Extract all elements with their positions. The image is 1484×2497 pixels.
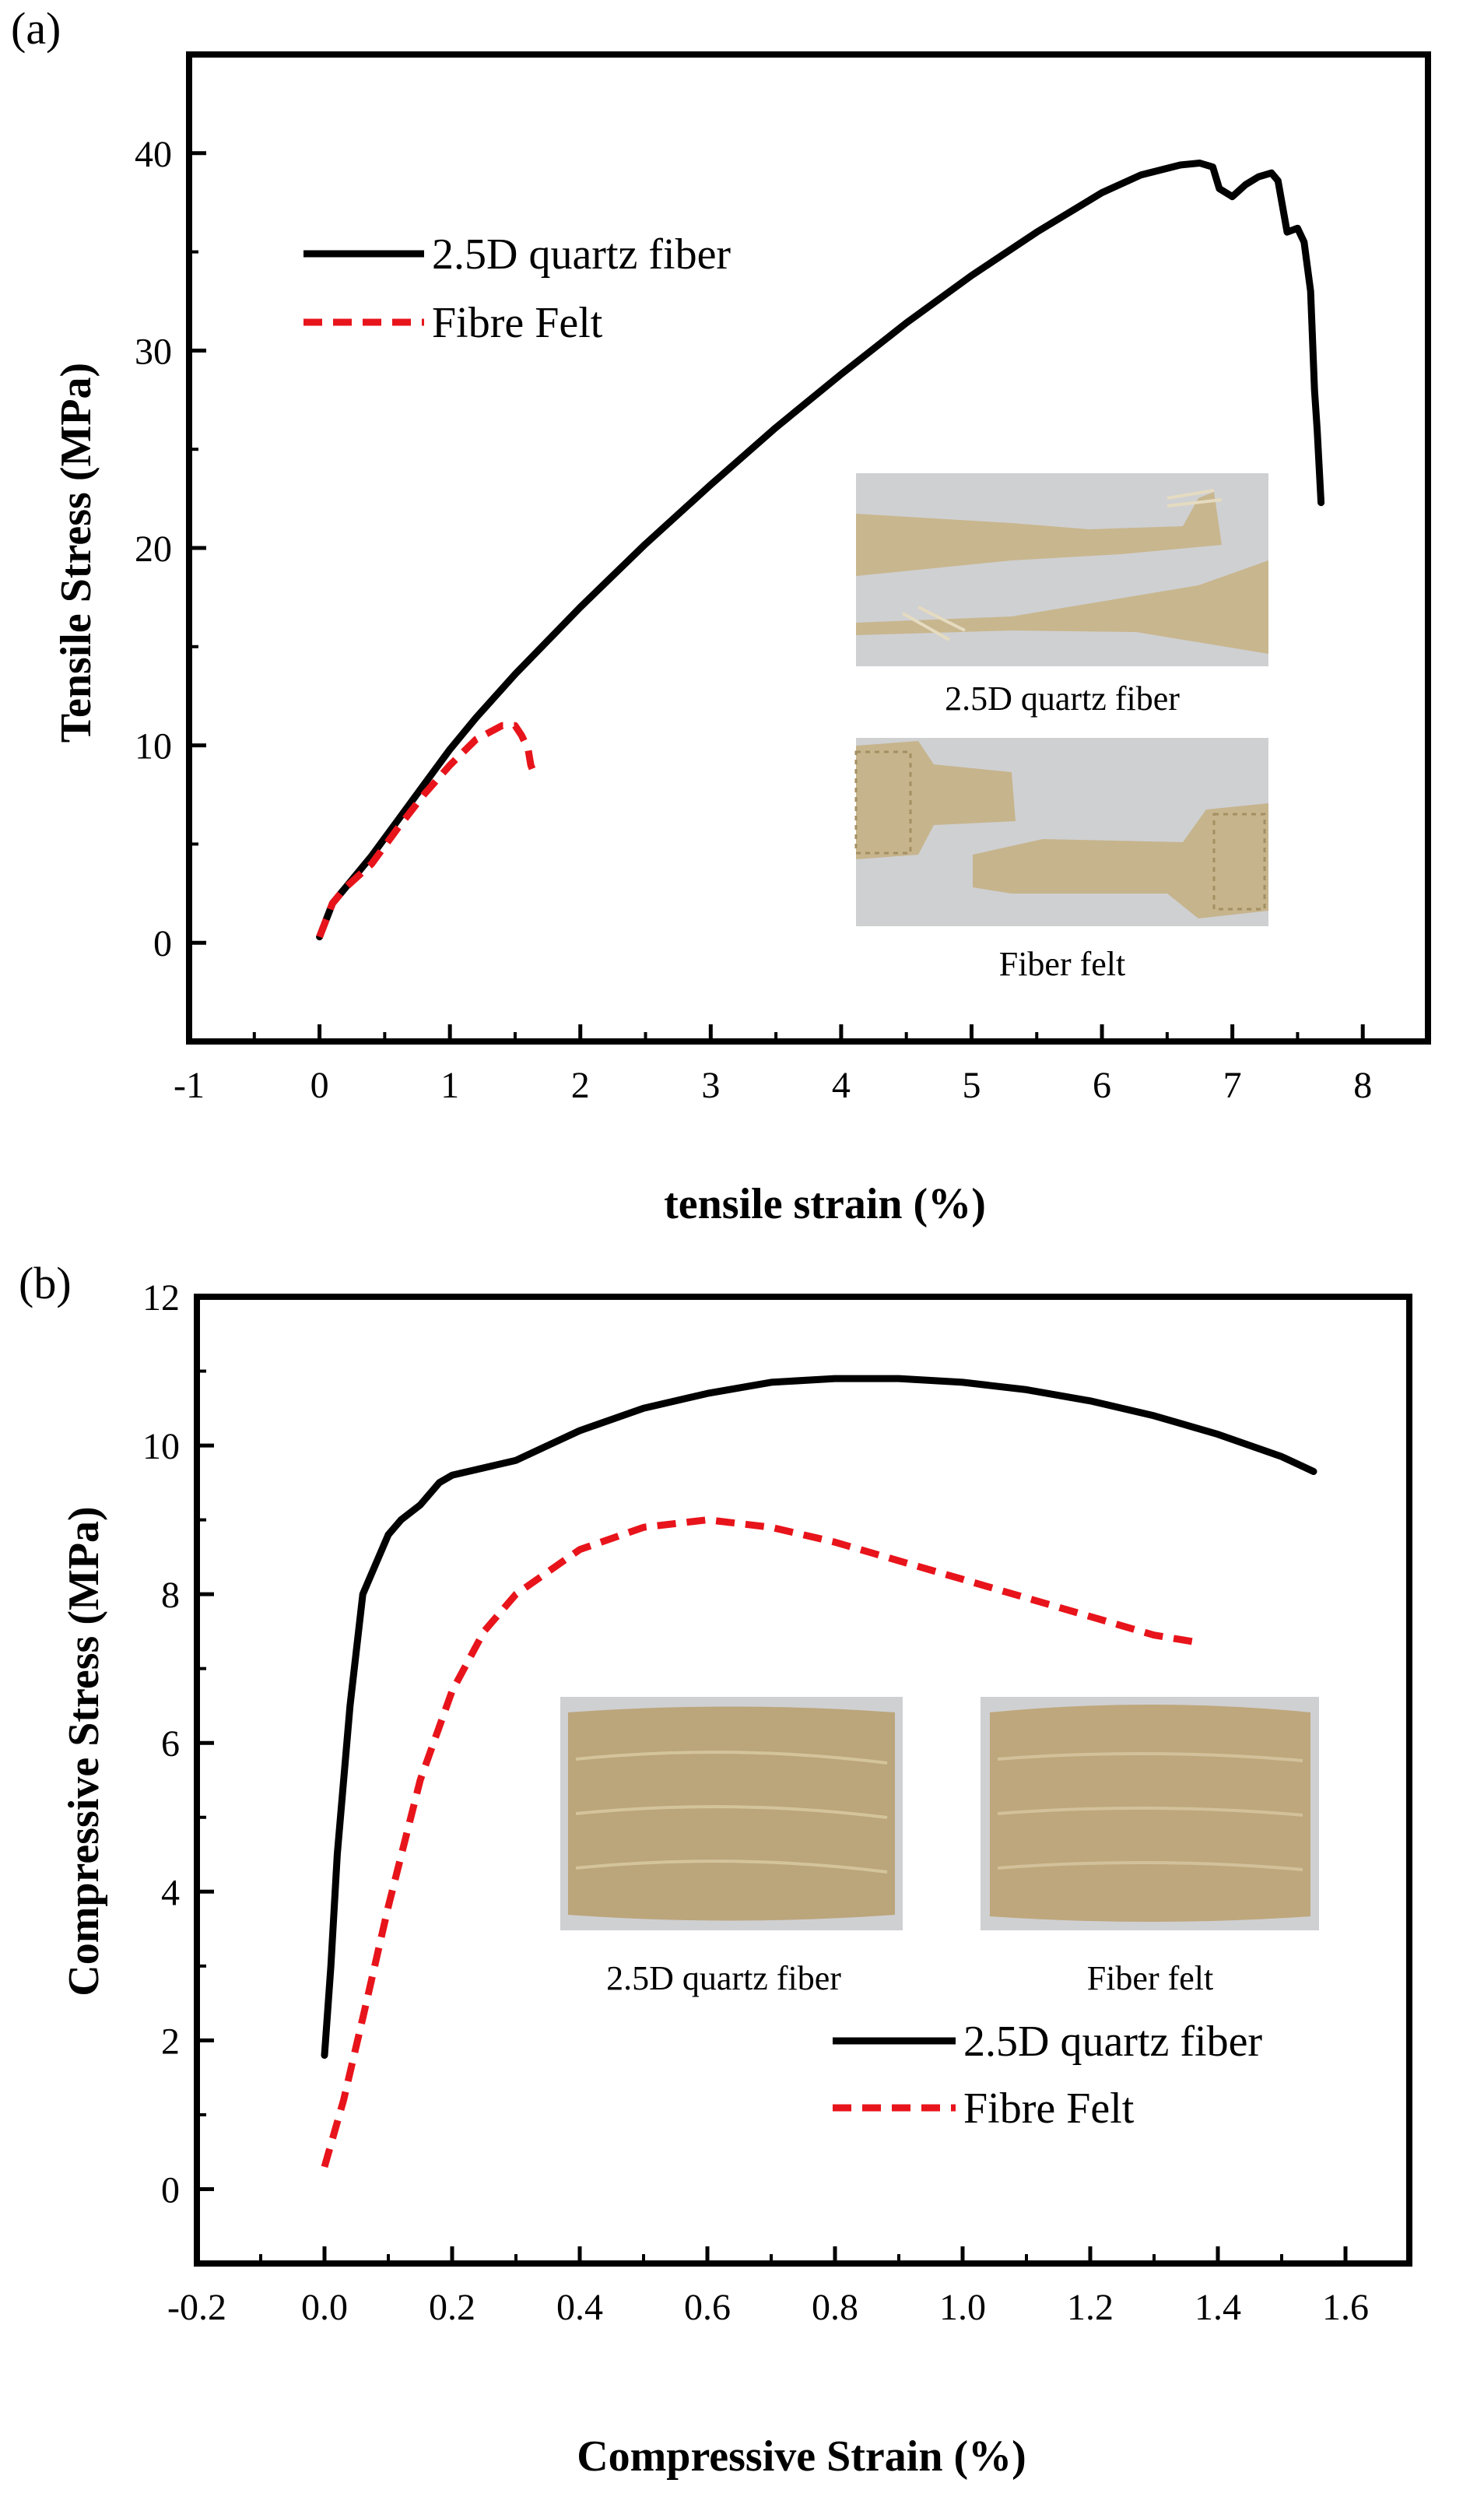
y-tick-label: 8 bbox=[161, 1575, 180, 1616]
x-tick-label: 1.6 bbox=[1322, 2287, 1369, 2328]
x-tick-label: 0.2 bbox=[429, 2287, 475, 2328]
panel-a-label: (a) bbox=[11, 3, 61, 54]
y-tick-label: 40 bbox=[135, 134, 172, 175]
panel-b-plot-frame bbox=[194, 1294, 1412, 2267]
panel-a-legend: 2.5D quartz fiber Fibre Felt bbox=[303, 230, 731, 347]
panel-a-legend-label-dashed: Fibre Felt bbox=[432, 299, 603, 347]
y-tick-label: 20 bbox=[135, 529, 172, 570]
panel-a-inset-caption-felt: Fiber felt bbox=[999, 945, 1126, 983]
panel-a-inset-photo-felt bbox=[854, 738, 1268, 926]
panel-b-inset-photo-quartz bbox=[560, 1697, 903, 1930]
x-tick-label: 0 bbox=[310, 1065, 329, 1106]
panel-b-compressive: (b) -0.2 0.0 0.2 0.4 0.6 0.8 1.0 1.2 1.4 1.6 0 2 4 6… bbox=[19, 1258, 1412, 2481]
series-line-quartz-fiber bbox=[316, 160, 1325, 941]
x-tick-label: -0.2 bbox=[167, 2287, 226, 2328]
x-tick-label: 1 bbox=[440, 1065, 459, 1106]
y-tick-label: 10 bbox=[135, 726, 172, 767]
panel-a-series-group bbox=[316, 160, 1325, 941]
x-tick-label: -1 bbox=[174, 1065, 205, 1106]
x-tick-label: 0.0 bbox=[301, 2287, 348, 2328]
panel-b-inset-caption-quartz: 2.5D quartz fiber bbox=[606, 1959, 841, 1997]
panel-b-y-tick-labels: 0 2 4 6 8 10 12 bbox=[142, 1277, 180, 2211]
panel-b-legend-label-solid: 2.5D quartz fiber bbox=[963, 2018, 1262, 2066]
x-tick-label: 4 bbox=[832, 1065, 851, 1106]
x-tick-label: 1.2 bbox=[1067, 2287, 1114, 2328]
x-tick-label: 2 bbox=[571, 1065, 590, 1106]
panel-b-legend-label-dashed: Fibre Felt bbox=[963, 2084, 1135, 2133]
y-tick-label: 2 bbox=[161, 2021, 180, 2062]
x-tick-label: 8 bbox=[1353, 1065, 1372, 1106]
y-tick-label: 6 bbox=[161, 1723, 180, 1765]
series-line-fibre-felt bbox=[316, 722, 539, 939]
x-tick-label: 7 bbox=[1223, 1065, 1242, 1106]
panel-b-inset-caption-felt: Fiber felt bbox=[1087, 1959, 1214, 1997]
x-tick-label: 3 bbox=[701, 1065, 720, 1106]
x-tick-label: 0.8 bbox=[812, 2287, 858, 2328]
x-tick-label: 5 bbox=[962, 1065, 981, 1106]
panel-a-tensile: (a) -1 0 1 2 3 4 5 6 7 8 0 10 20 30 40 tensile strain… bbox=[11, 3, 1431, 1228]
y-tick-label: 0 bbox=[153, 923, 172, 964]
y-tick-label: 10 bbox=[142, 1426, 180, 1467]
y-tick-label: 4 bbox=[161, 1872, 180, 1913]
x-tick-label: 0.6 bbox=[684, 2287, 731, 2328]
series-line-fibre-felt bbox=[321, 1516, 1200, 2169]
panel-b-inset-photo-felt bbox=[981, 1697, 1319, 1930]
x-tick-label: 0.4 bbox=[556, 2287, 603, 2328]
y-tick-label: 12 bbox=[142, 1277, 180, 1319]
panel-a-x-axis-label: tensile strain (%) bbox=[664, 1180, 986, 1228]
panel-a-plot-frame bbox=[186, 51, 1431, 1045]
x-tick-label: 6 bbox=[1093, 1065, 1111, 1106]
panel-b-series-group bbox=[321, 1375, 1317, 2169]
x-tick-label: 1.0 bbox=[939, 2287, 986, 2328]
panel-b-y-axis-label: Compressive Stress (MPa) bbox=[60, 1506, 108, 1996]
panel-b-legend: 2.5D quartz fiber Fibre Felt bbox=[833, 2018, 1262, 2133]
series-line-quartz-fiber bbox=[321, 1375, 1317, 2059]
panel-a-y-tick-labels: 0 10 20 30 40 bbox=[135, 134, 172, 964]
panel-a-y-axis-label: Tensile Stress (MPa) bbox=[52, 363, 100, 743]
panel-a-inset-caption-quartz: 2.5D quartz fiber bbox=[945, 680, 1180, 718]
y-tick-label: 0 bbox=[161, 2169, 180, 2211]
panel-b-label: (b) bbox=[19, 1258, 72, 1308]
y-tick-label: 30 bbox=[135, 331, 172, 372]
panel-b-x-tick-labels: -0.2 0.0 0.2 0.4 0.6 0.8 1.0 1.2 1.4 1.6 bbox=[167, 2287, 1369, 2328]
panel-a-inset-photo-quartz bbox=[856, 473, 1268, 666]
x-tick-label: 1.4 bbox=[1195, 2287, 1241, 2328]
panel-a-x-tick-labels: -1 0 1 2 3 4 5 6 7 8 bbox=[174, 1065, 1372, 1106]
panel-a-legend-label-solid: 2.5D quartz fiber bbox=[432, 230, 731, 279]
panel-b-x-axis-label: Compressive Strain (%) bbox=[577, 2432, 1026, 2481]
